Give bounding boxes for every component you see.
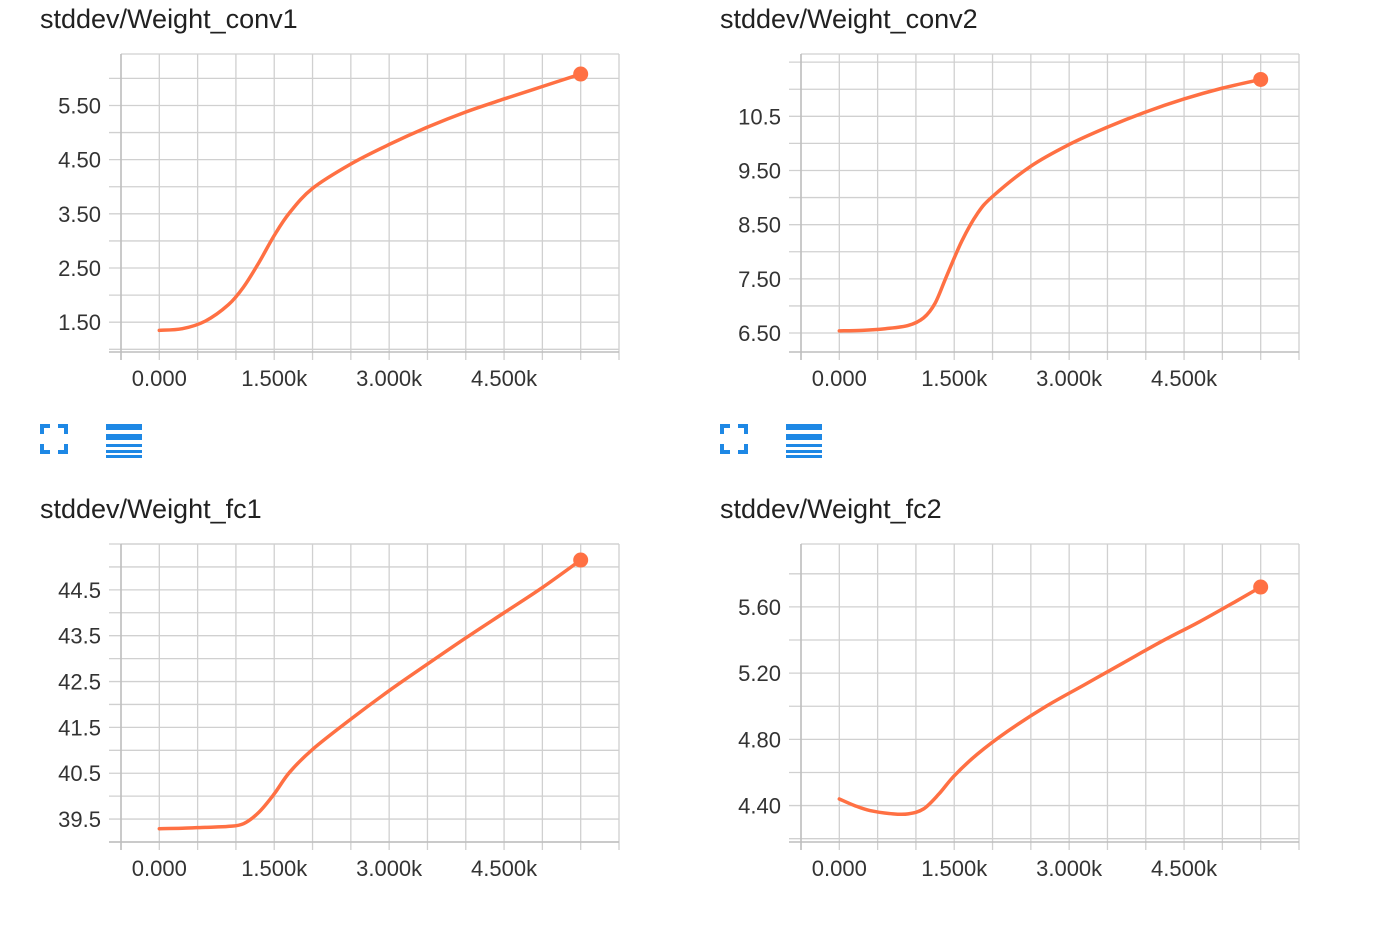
y-tick-label: 4.40 [738,794,781,819]
chart-title: stddev/Weight_fc1 [40,494,262,524]
expand-icon[interactable] [720,424,760,460]
series-line [837,77,1263,333]
x-tick-label: 1.500k [921,366,988,391]
list-icon[interactable] [786,424,826,460]
y-tick-label: 3.50 [58,202,101,227]
x-tick-label: 0.000 [132,366,187,391]
y-tick-label: 7.50 [738,267,781,292]
y-tick-label: 5.20 [738,661,781,686]
x-tick-label: 4.500k [1151,856,1218,881]
y-tick-label: 39.5 [58,807,101,832]
x-tick-label: 3.000k [1036,366,1103,391]
y-tick-label: 9.50 [738,158,781,183]
series-endpoint-marker[interactable] [1253,579,1269,595]
x-tick-label: 4.500k [471,856,538,881]
x-tick-label: 1.500k [921,856,988,881]
y-tick-label: 2.50 [58,256,101,281]
chart-title: stddev/Weight_fc2 [720,494,942,524]
x-tick-label: 3.000k [356,856,423,881]
chart-title: stddev/Weight_conv1 [40,4,298,34]
chart-title: stddev/Weight_conv2 [720,4,978,34]
y-tick-label: 41.5 [58,715,101,740]
series-line [837,585,1263,817]
grid [789,53,1300,360]
chart-plot[interactable]: 1.50 2.50 3.50 4.50 5.50 0.000 1.500k 3.000k 4.5… [40,0,680,400]
y-tick-label: 8.50 [738,213,781,238]
chart-card-fc1: stddev/Weight_fc1 39.5 40.5 41.5 42.5 43.5 44… [40,490,680,930]
y-tick-label: 43.5 [58,624,101,649]
series-endpoint-marker[interactable] [1253,71,1269,87]
x-tick-label: 1.500k [241,856,308,881]
x-tick-label: 3.000k [356,366,423,391]
x-tick-label: 0.000 [812,856,867,881]
chart-plot[interactable]: 4.40 4.80 5.20 5.60 0.000 1.500k 3.000k 4.500k [720,490,1360,890]
x-tick-label: 1.500k [241,366,308,391]
chart-card-conv1: stddev/Weight_conv1 1.50 2.50 3.50 4.50 5.50… [40,0,680,458]
y-tick-label: 4.50 [58,148,101,173]
y-tick-label: 5.50 [58,93,101,118]
chart-toolbar [40,424,240,460]
y-tick-label: 42.5 [58,670,101,695]
grid [109,53,620,360]
x-tick-label: 4.500k [1151,366,1218,391]
list-icon[interactable] [106,424,146,460]
y-tick-label: 1.50 [58,310,101,335]
y-tick-label: 40.5 [58,761,101,786]
series-endpoint-marker[interactable] [573,552,589,568]
series-line [157,558,583,831]
chart-plot[interactable]: 6.50 7.50 8.50 9.50 10.5 0.000 1.500k 3.000k 4.5… [720,0,1360,400]
y-tick-label: 10.5 [738,104,781,129]
chart-card-conv2: stddev/Weight_conv2 6.50 7.50 8.50 9.50 10.5… [720,0,1360,458]
x-tick-label: 0.000 [132,856,187,881]
grid [109,543,620,850]
series-endpoint-marker[interactable] [573,66,589,82]
series-line [157,72,583,333]
x-tick-label: 4.500k [471,366,538,391]
x-tick-label: 3.000k [1036,856,1103,881]
y-tick-label: 44.5 [58,578,101,603]
chart-card-fc2: stddev/Weight_fc2 4.40 4.80 5.20 5.60 0.000 1… [720,490,1360,930]
y-tick-label: 5.60 [738,595,781,620]
x-tick-label: 0.000 [812,366,867,391]
grid [789,543,1300,850]
chart-plot[interactable]: 39.5 40.5 41.5 42.5 43.5 44.5 0.000 1.500k 3.000… [40,490,680,890]
y-tick-label: 6.50 [738,321,781,346]
chart-toolbar [720,424,920,460]
y-tick-label: 4.80 [738,727,781,752]
expand-icon[interactable] [40,424,80,460]
